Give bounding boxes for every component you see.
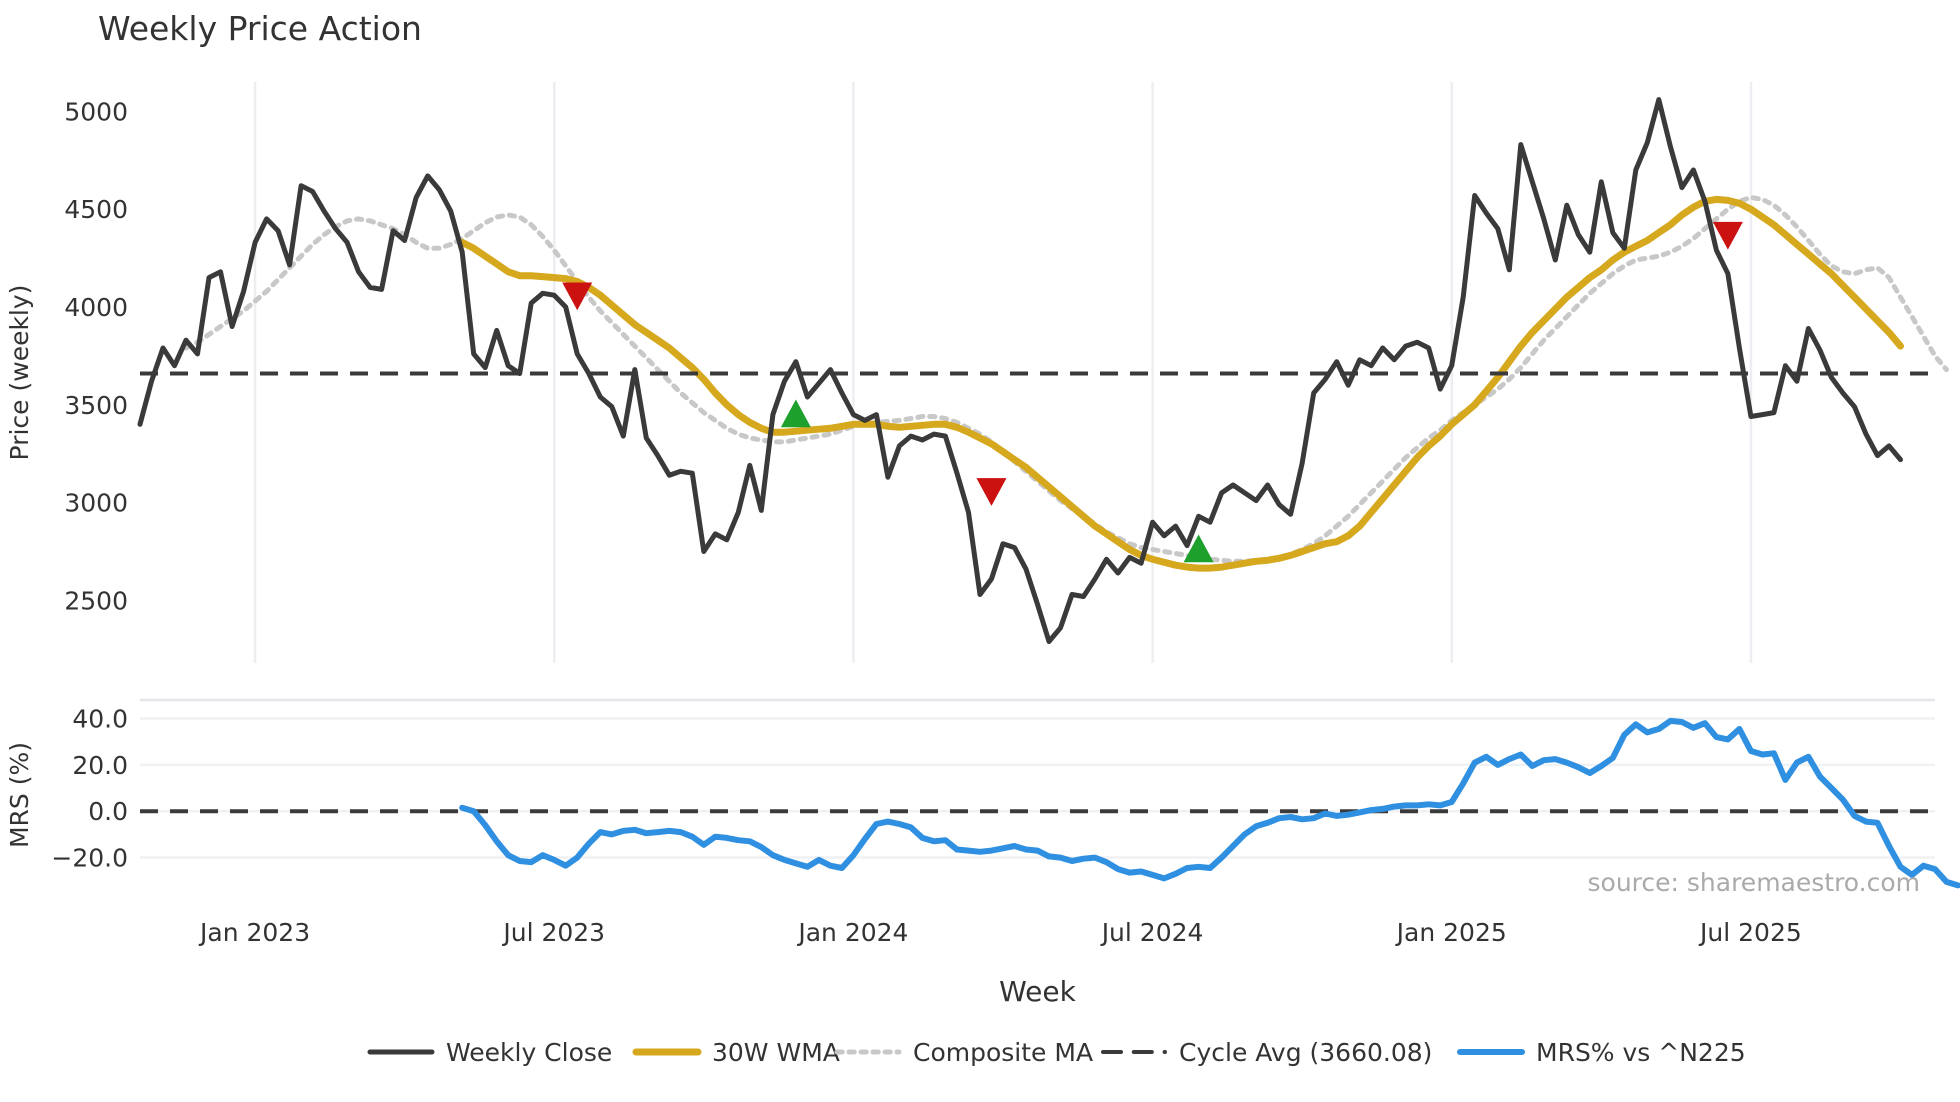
mrs-y-tick-label-0: −20.0: [51, 844, 128, 873]
price-y-tick-label-0: 2500: [64, 586, 128, 615]
chart-legend: Weekly Close 30W WMA Composite MA Cycle Avg…: [367, 1038, 1746, 1067]
x-tick-label-0: Jan 2023: [198, 918, 310, 947]
legend-label-1: 30W WMA: [712, 1038, 840, 1067]
x-tick-label-2: Jan 2024: [796, 918, 908, 947]
series-mrs-percent: [459, 717, 1960, 889]
series-composite-ma: [183, 194, 1949, 564]
buy-marker-3: [1183, 534, 1214, 563]
price-y-tick-label-3: 4000: [64, 293, 128, 322]
price-y-tick-label-1: 3000: [64, 489, 128, 518]
legend-label-4: MRS% vs ^N225: [1536, 1038, 1746, 1067]
x-axis-label: Week: [999, 975, 1076, 1008]
mrs-y-ticks: −20.0 0.0 20.0 40.0: [51, 705, 128, 873]
price-y-axis-label: Price (weekly): [5, 285, 34, 461]
x-tick-label-3: Jul 2024: [1100, 918, 1204, 947]
sell-marker-4: [1712, 221, 1743, 250]
mrs-y-tick-label-2: 20.0: [72, 751, 128, 780]
legend-label-3: Cycle Avg (3660.08): [1179, 1038, 1432, 1067]
series-weekly-close: [137, 97, 1903, 644]
price-y-ticks: 2500 3000 3500 4000 4500 5000: [64, 97, 128, 615]
series-30w-wma: [458, 195, 1904, 572]
legend-label-2: Composite MA: [913, 1038, 1093, 1067]
price-y-tick-label-5: 5000: [64, 97, 128, 126]
price-y-tick-label-4: 4500: [64, 195, 128, 224]
mrs-y-tick-label-3: 40.0: [72, 705, 128, 734]
price-y-tick-label-2: 3500: [64, 391, 128, 420]
x-ticks: Jan 2023 Jul 2023 Jan 2024 Jul 2024 Jan 2025…: [198, 918, 1802, 947]
buy-marker-1: [780, 399, 811, 428]
mrs-panel: [140, 698, 1960, 889]
x-tick-label-5: Jul 2025: [1698, 918, 1802, 947]
mrs-y-tick-label-1: 0.0: [88, 797, 128, 826]
page-title: Weekly Price Action: [98, 9, 422, 48]
x-tick-label-1: Jul 2023: [501, 918, 605, 947]
mrs-y-axis-label: MRS (%): [5, 742, 34, 848]
sell-marker-0: [562, 282, 593, 311]
price-panel: [137, 82, 1949, 663]
x-tick-label-4: Jan 2025: [1395, 918, 1507, 947]
legend-label-0: Weekly Close: [446, 1038, 612, 1067]
source-watermark: source: sharemaestro.com: [1588, 868, 1921, 897]
sell-marker-2: [976, 478, 1007, 506]
